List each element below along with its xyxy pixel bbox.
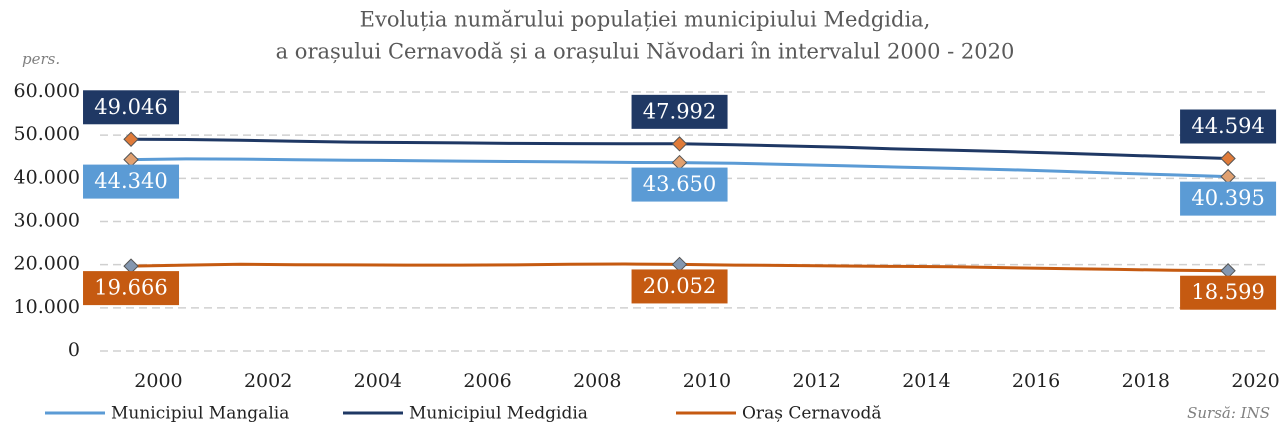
x-tick-label: 2002 xyxy=(244,370,292,392)
value-label: 18.599 xyxy=(1191,280,1264,304)
x-tick-label: 2018 xyxy=(1122,370,1170,392)
x-tick-label: 2014 xyxy=(902,370,950,392)
point-marker xyxy=(671,136,688,152)
point-marker xyxy=(671,256,688,273)
value-label: 44.594 xyxy=(1191,114,1264,138)
y-tick-label: 60.000 xyxy=(14,80,80,102)
value-label: 20.052 xyxy=(643,274,716,298)
value-label-box xyxy=(83,271,180,306)
y-tick-label: 30.000 xyxy=(14,210,80,232)
point-marker xyxy=(123,151,139,168)
value-label: 49.046 xyxy=(94,95,167,119)
value-label-box xyxy=(631,94,728,129)
x-tick-label: 2000 xyxy=(134,370,182,392)
value-label-box xyxy=(83,164,180,199)
x-tick-label: 2020 xyxy=(1231,370,1279,392)
point-marker xyxy=(123,131,139,147)
y-axis-label: pers. xyxy=(22,50,60,68)
value-label-box xyxy=(1180,181,1277,216)
value-label-box xyxy=(83,90,180,125)
y-tick-label: 10.000 xyxy=(14,296,80,318)
value-label: 44.340 xyxy=(94,169,167,193)
value-label: 40.395 xyxy=(1191,186,1264,210)
value-label-box xyxy=(1180,275,1277,310)
y-tick-label: 50.000 xyxy=(14,123,80,145)
y-tick-label: 0 xyxy=(68,339,80,361)
point-marker xyxy=(671,154,688,171)
x-tick-label: 2006 xyxy=(463,370,511,392)
legend-label: Municipiul Mangalia xyxy=(111,404,289,424)
value-label-box xyxy=(1180,109,1277,144)
value-label: 43.650 xyxy=(643,172,716,196)
point-marker xyxy=(1220,168,1236,185)
point-marker xyxy=(123,258,139,274)
x-tick-label: 2016 xyxy=(1012,370,1060,392)
y-tick-label: 20.000 xyxy=(14,253,80,275)
x-tick-label: 2012 xyxy=(793,370,841,392)
y-tick-label: 40.000 xyxy=(14,166,80,188)
x-tick-label: 2008 xyxy=(573,370,621,392)
point-marker xyxy=(1220,263,1236,279)
legend-label: Municipiul Medgidia xyxy=(409,404,588,424)
chart-title: a orașului Cernavodă și a orașului Năvod… xyxy=(276,40,1015,64)
value-label: 19.666 xyxy=(94,276,167,300)
value-label-box xyxy=(631,269,728,304)
source: Sursă: INS xyxy=(1187,404,1270,422)
point-marker xyxy=(1220,150,1236,167)
legend-label: Oraș Cernavodă xyxy=(742,404,881,424)
x-tick-label: 2010 xyxy=(683,370,731,392)
value-label-box xyxy=(631,167,728,202)
value-label: 47.992 xyxy=(643,99,716,123)
chart-title: Evoluția numărului populației municipiul… xyxy=(360,8,931,32)
x-tick-label: 2004 xyxy=(354,370,402,392)
